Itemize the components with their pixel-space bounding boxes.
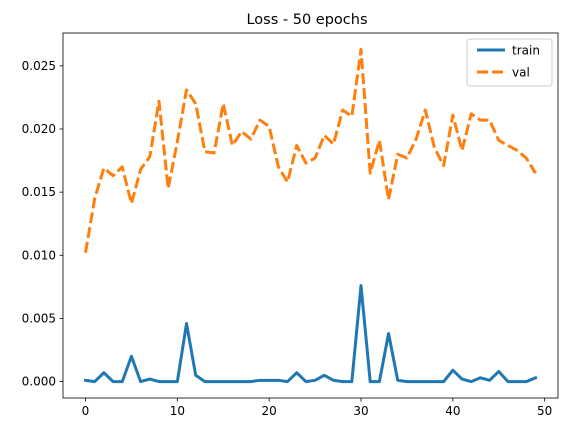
x-tick-label: 10 [170,404,185,418]
x-tick-label: 0 [82,404,90,418]
legend-label-val: val [512,66,530,80]
x-tick-label: 20 [262,404,277,418]
plot-area [83,47,538,384]
legend-label-train: train [512,44,540,58]
y-tick-label: 0.010 [22,248,56,262]
y-tick-label: 0.015 [22,185,56,199]
y-tick-label: 0.000 [22,375,56,389]
x-tick-label: 40 [445,404,460,418]
chart-title: Loss - 50 epochs [246,12,367,28]
x-tick-label: 30 [353,404,368,418]
series-line-val [84,47,537,254]
y-tick-label: 0.005 [22,311,56,325]
legend: train val [466,38,553,87]
axes-frame [62,32,559,399]
axes: 0 10 20 30 40 50 0.000 0.005 0.010 0.015 0.020 0.02… [22,32,559,418]
y-tick-label: 0.025 [22,59,56,73]
series-line-train [83,284,538,384]
x-tick-label: 50 [537,404,552,418]
y-tick-label: 0.020 [22,122,56,136]
